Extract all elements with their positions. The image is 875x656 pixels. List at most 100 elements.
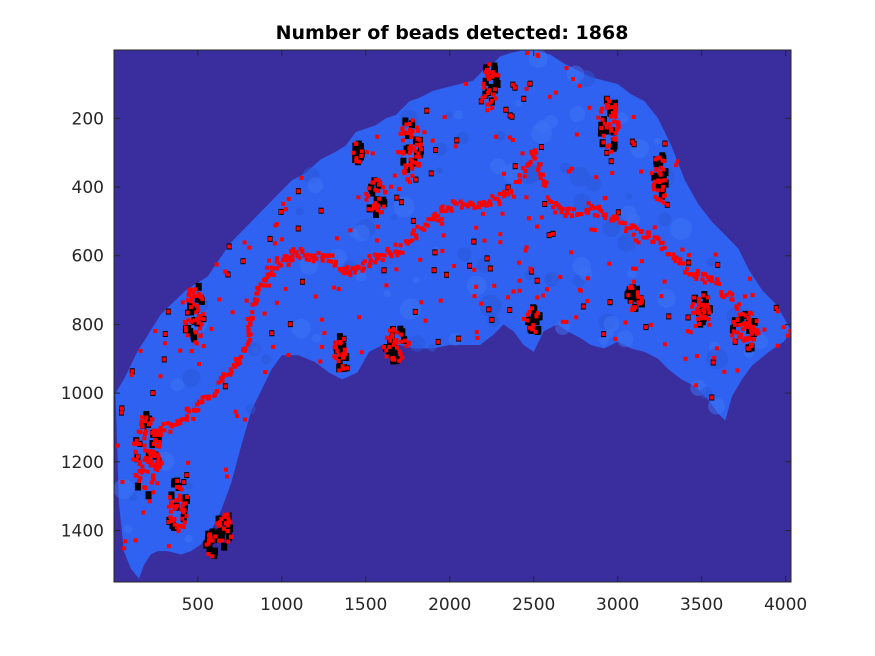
bead-marker: [339, 267, 344, 272]
bead-marker: [284, 258, 289, 263]
bead-marker: [727, 290, 732, 295]
tissue-speckle: [598, 335, 609, 346]
bead-marker: [227, 244, 232, 249]
dark-spot: [380, 196, 387, 205]
bead-marker: [142, 443, 147, 448]
bead-marker: [131, 457, 136, 462]
bead-marker: [717, 282, 722, 286]
bead-marker: [594, 175, 599, 180]
bead-marker: [697, 311, 702, 316]
bead-marker: [341, 352, 346, 356]
bead-marker: [541, 179, 546, 183]
bead-marker: [255, 298, 260, 303]
dark-spot: [529, 317, 536, 326]
bead-marker: [242, 240, 247, 245]
bead-marker: [221, 374, 225, 379]
bead-marker: [148, 453, 153, 458]
bead-marker: [302, 253, 307, 258]
bead-marker: [701, 293, 705, 298]
bead-marker: [172, 522, 177, 527]
bead-marker: [398, 352, 403, 357]
bead-marker: [444, 272, 449, 277]
dark-spot: [397, 325, 404, 334]
bead-marker: [498, 232, 503, 237]
dark-spot: [155, 434, 162, 443]
bead-marker: [246, 330, 251, 335]
dark-spot: [211, 547, 218, 556]
tissue-speckle: [408, 335, 426, 352]
bead-marker: [184, 473, 189, 478]
bead-marker: [604, 102, 609, 107]
bead-marker: [505, 192, 510, 197]
bead-marker: [372, 206, 377, 211]
bead-marker: [747, 310, 752, 315]
bead-marker: [152, 433, 157, 437]
bead-marker: [394, 340, 399, 345]
bead-marker: [336, 287, 341, 291]
bead-marker: [411, 218, 416, 223]
bead-marker: [210, 554, 215, 559]
tissue-speckle: [616, 330, 634, 348]
bead-marker: [209, 326, 214, 331]
bead-marker: [653, 157, 658, 162]
bead-marker: [384, 335, 389, 340]
dark-spot: [194, 294, 201, 303]
bead-marker: [453, 144, 458, 149]
bead-marker: [516, 260, 521, 265]
dark-spot: [536, 312, 543, 321]
dark-spot: [368, 183, 375, 192]
bead-marker: [418, 142, 423, 147]
bead-marker: [229, 534, 233, 539]
bead-marker: [268, 236, 273, 241]
tissue-speckle: [311, 333, 321, 343]
bead-marker: [312, 253, 317, 258]
bead-marker: [715, 262, 720, 267]
bead-marker: [320, 258, 325, 263]
bead-marker: [477, 200, 482, 205]
bead-marker: [571, 77, 576, 82]
dark-spot: [662, 168, 669, 177]
bead-marker: [731, 320, 736, 325]
dark-spot: [143, 411, 150, 420]
bead-marker: [366, 207, 371, 212]
bead-marker: [492, 283, 497, 288]
bead-marker: [535, 278, 540, 283]
bead-marker: [415, 142, 419, 147]
bead-marker: [487, 75, 492, 79]
bead-marker: [570, 213, 574, 218]
bead-marker: [140, 464, 145, 469]
bead-marker: [454, 138, 459, 143]
bead-marker: [599, 126, 604, 130]
bead-marker: [393, 249, 398, 254]
bead-marker: [602, 196, 607, 201]
bead-marker: [130, 369, 135, 374]
bead-marker: [146, 422, 151, 427]
tissue-speckle: [353, 224, 370, 242]
bead-marker: [259, 283, 264, 288]
bead-marker: [144, 415, 149, 420]
bead-marker: [384, 354, 389, 359]
dark-spot: [188, 307, 194, 316]
bead-marker: [229, 369, 234, 374]
bead-marker: [388, 328, 392, 333]
bead-marker: [512, 85, 517, 90]
bead-marker: [400, 131, 405, 136]
bead-marker: [722, 369, 727, 374]
bead-marker: [419, 300, 424, 305]
bead-marker: [649, 171, 654, 176]
bead-marker: [178, 421, 183, 426]
bead-marker: [574, 132, 579, 137]
bead-marker: [296, 189, 301, 194]
bead-marker: [225, 474, 229, 479]
bead-marker: [615, 216, 620, 221]
bead-marker: [695, 354, 699, 359]
bead-marker: [454, 201, 459, 206]
bead-marker: [535, 311, 540, 316]
tissue-speckle: [479, 294, 502, 317]
bead-marker: [188, 287, 193, 292]
bead-marker: [526, 216, 531, 221]
bead-marker: [320, 317, 325, 322]
bead-marker: [183, 501, 188, 506]
bead-marker: [485, 67, 489, 72]
x-tick-label: 1500: [344, 595, 387, 615]
